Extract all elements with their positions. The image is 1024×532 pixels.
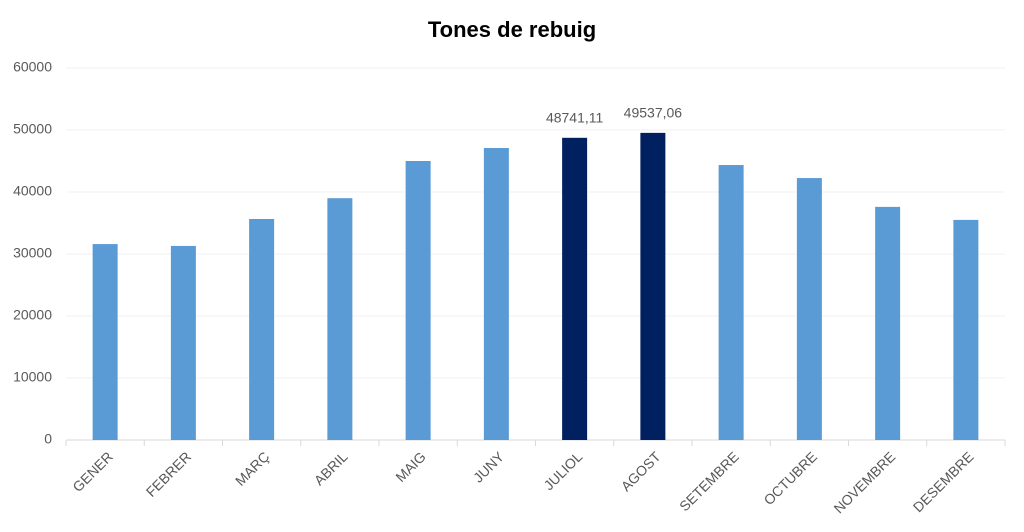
bar (483, 147, 509, 441)
x-tick-label: MARÇ (232, 448, 272, 488)
y-tick-label: 0 (44, 431, 52, 447)
bar (718, 165, 744, 440)
y-tick-label: 20000 (13, 307, 52, 323)
x-tick-label: ABRIL (311, 448, 351, 488)
bar (875, 206, 901, 440)
x-tick-label: OCTUBRE (760, 448, 820, 508)
y-tick-label: 10000 (13, 369, 52, 385)
chart-title: Tones de rebuig (428, 17, 596, 42)
bar (92, 244, 118, 440)
y-tick-label: 30000 (13, 245, 52, 261)
bar (249, 218, 275, 440)
bar (170, 245, 196, 440)
bar (405, 161, 431, 440)
bar (562, 137, 588, 440)
data-label: 49537,06 (624, 105, 683, 121)
bar (953, 219, 979, 440)
y-tick-label: 40000 (13, 183, 52, 199)
bar (327, 198, 353, 440)
y-tick-label: 50000 (13, 121, 52, 137)
y-tick-label: 60000 (13, 59, 52, 75)
x-tick-label: AGOST (618, 448, 664, 494)
x-tick-label: MAIG (392, 448, 429, 485)
x-tick-label: NOVEMBRE (830, 448, 898, 516)
x-tick-label: FEBRER (143, 448, 194, 499)
bar (640, 132, 666, 440)
x-tick-label: JUNY (470, 448, 508, 486)
x-tick-label: JULIOL (540, 448, 585, 493)
bar (796, 178, 822, 441)
x-tick-label: DESEMBRE (910, 448, 977, 515)
x-tick-label: GENER (69, 448, 116, 495)
x-tick-label: SETEMBRE (676, 448, 742, 514)
data-label: 48741,11 (546, 110, 604, 126)
